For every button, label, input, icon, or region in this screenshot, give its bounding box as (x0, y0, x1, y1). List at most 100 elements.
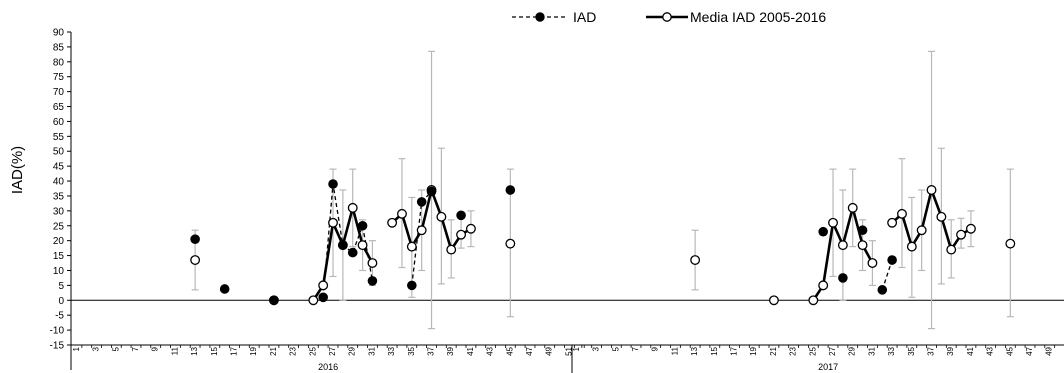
legend-media-marker (662, 12, 672, 22)
media-point (456, 229, 467, 240)
y-tick-label: 25 (53, 221, 65, 232)
media-point (328, 217, 338, 228)
media-point (926, 185, 937, 195)
x-week-label: 9 (151, 346, 160, 351)
media-point (367, 258, 378, 268)
x-week-label: 19 (749, 346, 758, 355)
y-tick-label: 55 (53, 132, 65, 143)
x-week-label: 13 (190, 346, 199, 355)
y-tick-label: 15 (53, 251, 65, 262)
x-week-label: 39 (946, 346, 955, 355)
x-week-label: 15 (710, 346, 719, 355)
x-week-label: 9 (651, 346, 660, 351)
y-tick-label: 50 (53, 147, 65, 158)
iad-point (407, 280, 417, 291)
x-week-label: 3 (592, 346, 601, 351)
x-week-label: 43 (486, 346, 495, 355)
y-tick-label: 30 (53, 206, 65, 217)
x-week-label: 5 (611, 346, 620, 351)
x-week-label: 41 (966, 346, 975, 355)
x-week-label: 29 (848, 346, 857, 355)
x-week-label: 45 (505, 346, 514, 355)
x-week-label: 33 (887, 346, 896, 355)
iad-point (505, 185, 516, 195)
y-tick-label: -15 (50, 341, 65, 352)
iad-point (877, 285, 888, 295)
media-point (837, 240, 848, 251)
media-point (857, 240, 868, 251)
media-point (916, 225, 927, 236)
x-week-label: 33 (387, 346, 396, 355)
y-tick-label: 45 (53, 162, 65, 173)
media-point (1005, 238, 1016, 249)
axes: 908580757065605550454035302520151050-5-1… (50, 28, 1064, 373)
media-point (465, 223, 476, 234)
media-point (828, 217, 838, 228)
x-week-label: 43 (986, 346, 995, 355)
x-week-label: 17 (730, 346, 739, 355)
media-point (505, 238, 516, 249)
x-week-label: 31 (367, 346, 376, 355)
y-tick-label: 65 (53, 102, 65, 113)
iad-point (367, 276, 378, 286)
x-week-label: 7 (131, 346, 140, 351)
x-week-label: 31 (867, 346, 876, 355)
x-week-label: 49 (545, 346, 554, 355)
media-point (867, 258, 878, 268)
iad-point (357, 220, 368, 231)
iad-line-segment (881, 259, 893, 291)
x-week-label: 19 (249, 346, 258, 355)
x-year-label: 2016 (318, 362, 338, 372)
x-week-label: 23 (789, 346, 798, 355)
x-week-label: 41 (466, 346, 475, 355)
media-point (318, 280, 329, 291)
x-week-label: 37 (927, 346, 936, 355)
y-tick-label: 10 (53, 266, 65, 277)
x-week-label: 3 (92, 346, 101, 351)
iad-point (328, 179, 338, 189)
iad-point (426, 186, 437, 197)
x-week-label: 35 (907, 346, 916, 355)
x-week-label: 47 (525, 346, 534, 355)
y-tick-label: 75 (53, 72, 65, 83)
iad-point (338, 240, 348, 250)
x-week-label: 51 (564, 346, 573, 355)
iad-point (857, 225, 868, 236)
x-week-label: 49 (1045, 346, 1054, 355)
x-week-label: 35 (407, 346, 416, 355)
iad-point (347, 247, 358, 258)
iad-point (416, 197, 427, 207)
y-tick-label: 35 (53, 191, 65, 202)
y-tick-label: 60 (53, 117, 65, 128)
media-point (965, 223, 976, 234)
media-point (416, 225, 427, 236)
media-point (946, 244, 957, 255)
x-week-label: 21 (769, 346, 778, 355)
x-week-label: 39 (446, 346, 455, 355)
media-point (847, 202, 858, 213)
x-week-label: 27 (328, 346, 337, 355)
x-week-label: 1 (72, 346, 81, 351)
y-tick-label: 40 (53, 177, 65, 188)
media-point (897, 208, 907, 219)
x-week-label: 13 (690, 346, 699, 355)
x-week-label: 5 (111, 346, 120, 351)
x-week-label: 25 (308, 346, 317, 355)
y-tick-label: -5 (55, 311, 64, 322)
media-point (690, 255, 701, 265)
media-point (357, 240, 368, 251)
legend-iad-marker (535, 12, 545, 22)
media-point (936, 211, 947, 222)
media-point (887, 217, 898, 228)
media-point (446, 244, 457, 255)
x-week-label: 47 (1025, 346, 1034, 355)
media-point (808, 295, 819, 306)
legend-iad-label: IAD (573, 9, 596, 25)
media-point (397, 208, 407, 219)
x-week-label: 17 (230, 346, 239, 355)
media-point (308, 295, 319, 306)
media-point (406, 241, 417, 252)
media-point (818, 280, 829, 291)
x-week-label: 23 (289, 346, 298, 355)
